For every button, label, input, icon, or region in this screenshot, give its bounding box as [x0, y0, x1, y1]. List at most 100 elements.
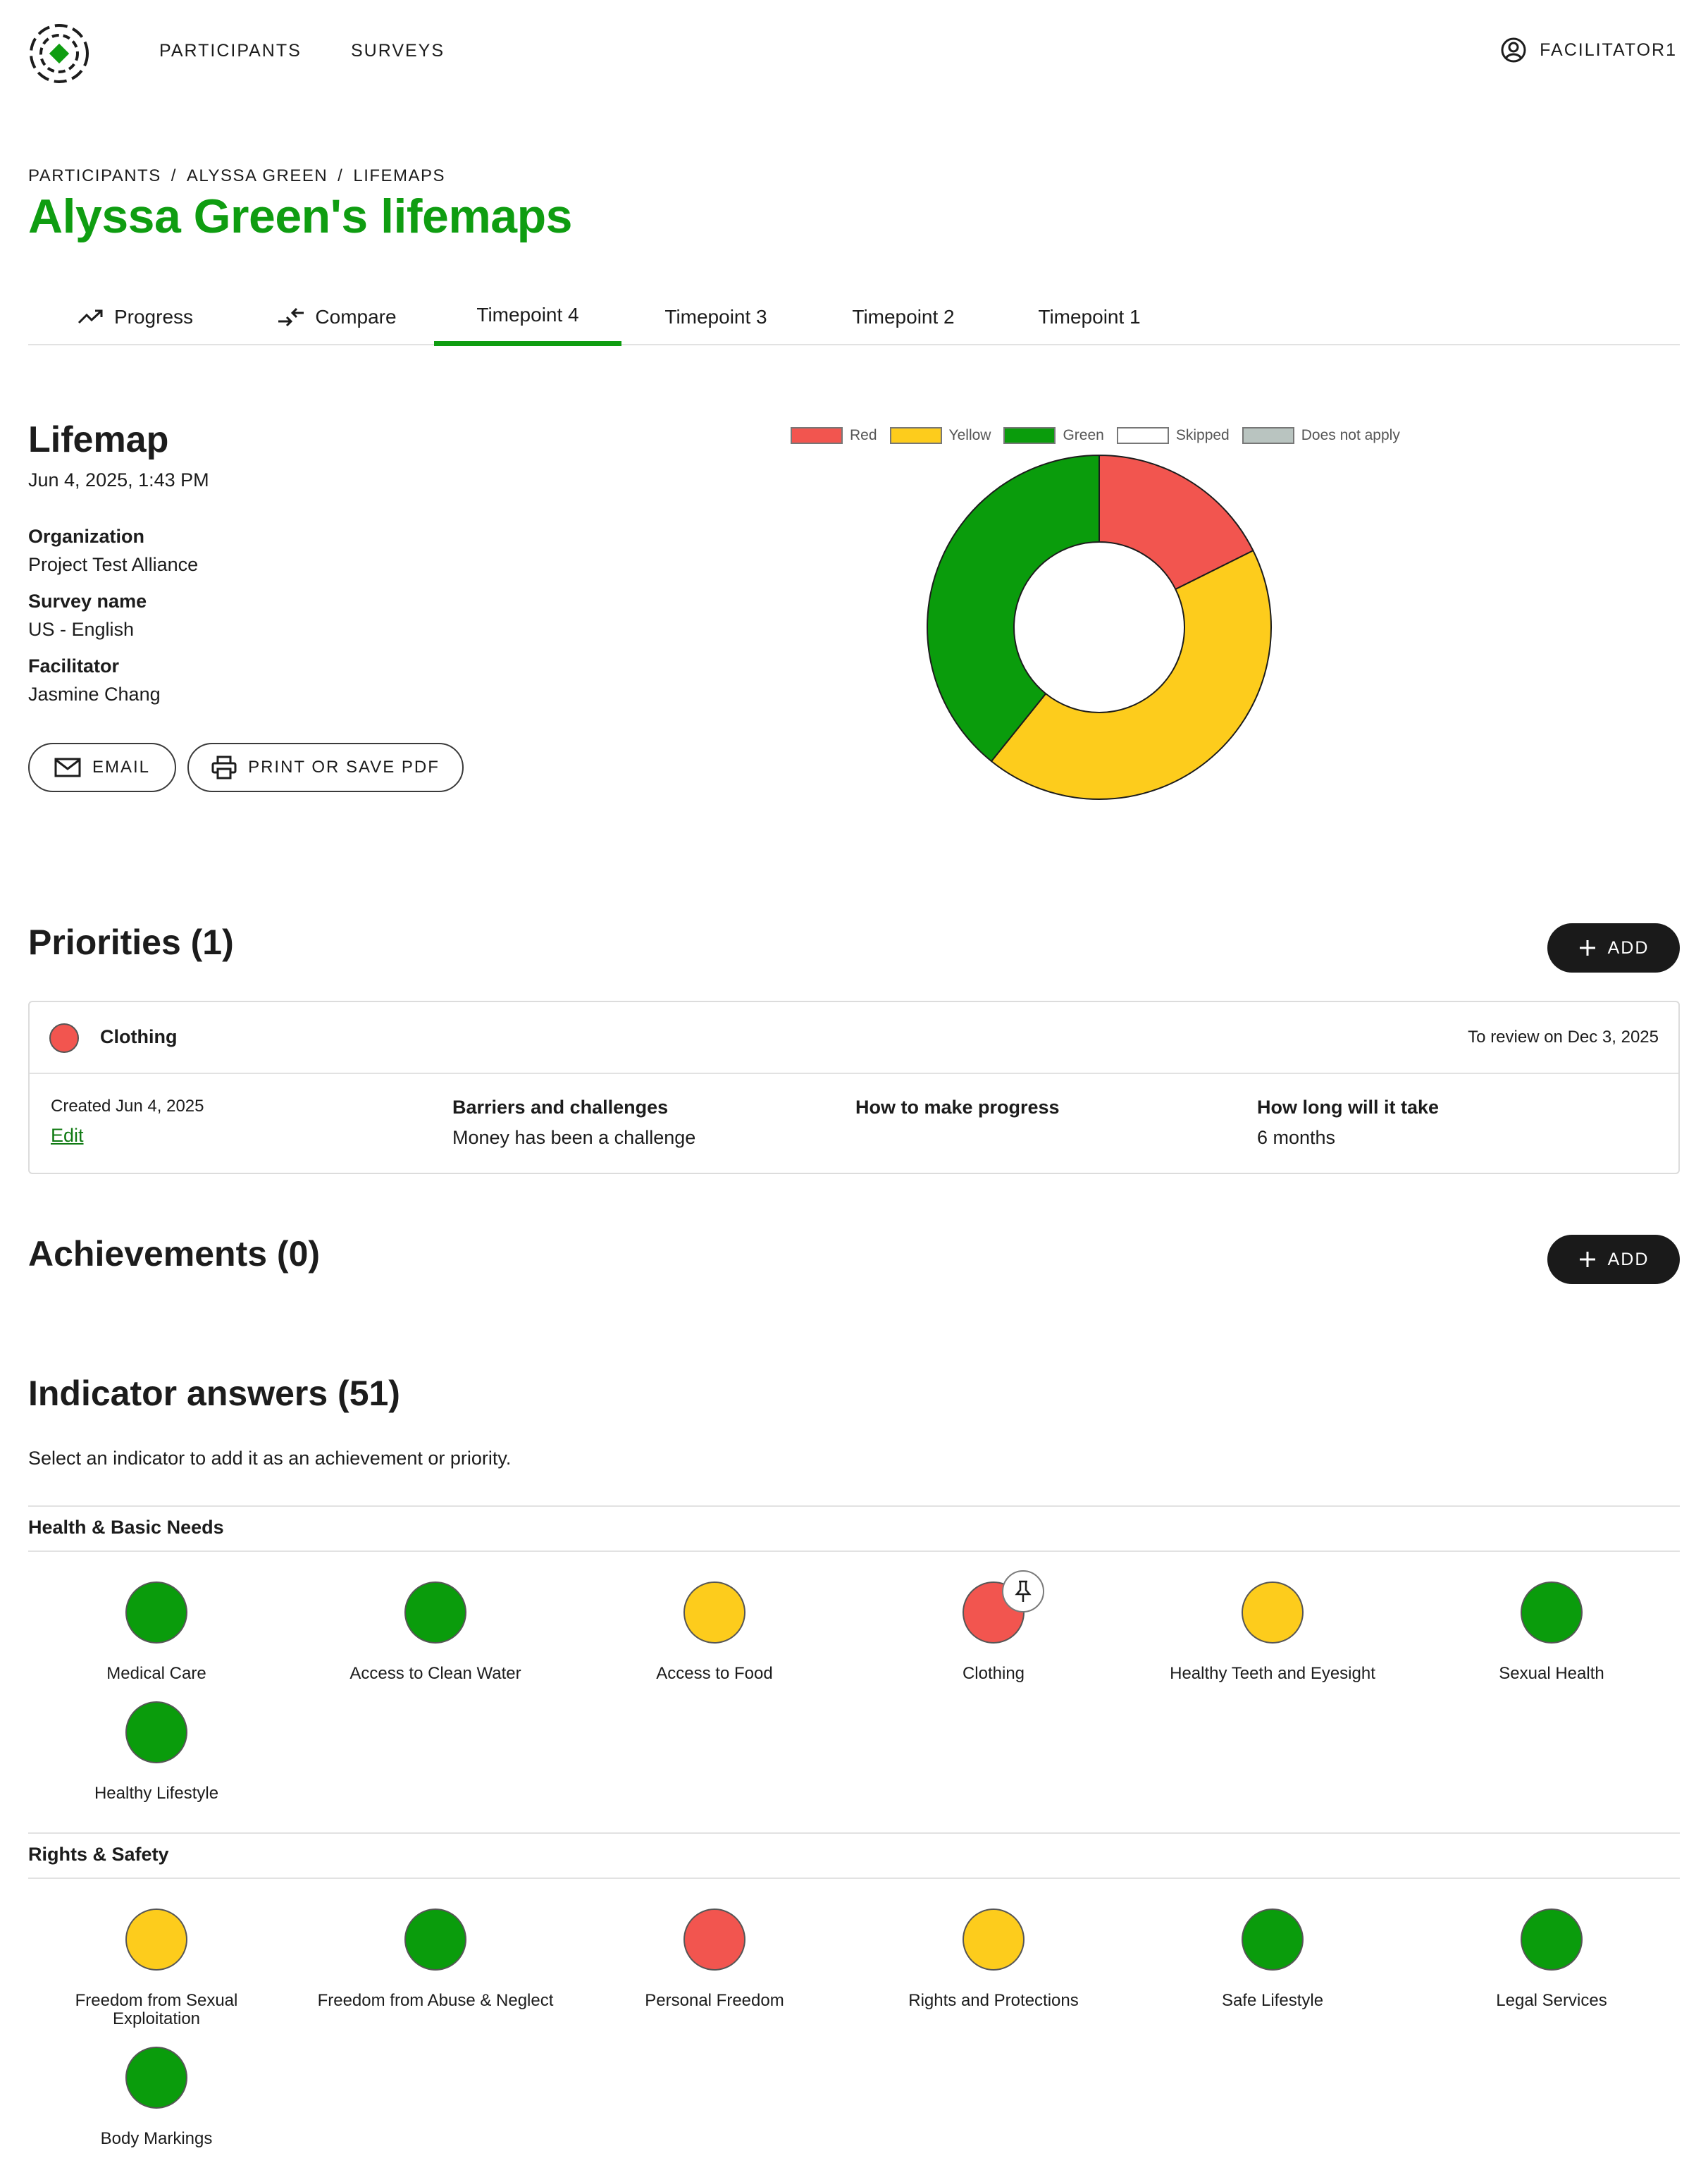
indicator-healthy-teeth-and-eyesight[interactable]: Healthy Teeth and Eyesight	[1133, 1581, 1412, 1683]
tab-timepoint-1[interactable]: Timepoint 1	[1019, 289, 1160, 345]
indicator-clothing[interactable]: Clothing	[854, 1570, 1133, 1683]
add-achievement-label: ADD	[1607, 1249, 1650, 1269]
indicator-healthy-lifestyle[interactable]: Healthy Lifestyle	[17, 1701, 296, 1803]
priority-name: Clothing	[100, 1026, 178, 1047]
email-button[interactable]: EMAIL	[28, 743, 176, 792]
print-pdf-button[interactable]: PRINT OR SAVE PDF	[187, 743, 464, 792]
facilitator-label: Facilitator	[28, 655, 120, 677]
breadcrumb-participants[interactable]: PARTICIPANTS	[28, 166, 161, 185]
legend-label-skipped: Skipped	[1175, 427, 1230, 443]
indicator-safe-lifestyle[interactable]: Safe Lifestyle	[1133, 1909, 1412, 2010]
page-title: Alyssa Green's lifemaps	[28, 190, 572, 243]
priority-header: Clothing To review on Dec 3, 2025	[30, 1002, 1678, 1074]
group-divider	[28, 1505, 1680, 1507]
indicator-legal-services[interactable]: Legal Services	[1412, 1909, 1691, 2010]
indicator-status-circle	[683, 1581, 745, 1644]
indicators-heading: Indicator answers (51)	[28, 1374, 400, 1413]
indicator-rights-and-protections[interactable]: Rights and Protections	[854, 1909, 1133, 2010]
indicator-status-circle	[125, 1581, 187, 1644]
indicator-personal-freedom[interactable]: Personal Freedom	[575, 1909, 854, 2010]
indicator-status-circle	[963, 1570, 1044, 1644]
breadcrumb: PARTICIPANTS / ALYSSA GREEN / LIFEMAPS	[28, 166, 445, 186]
indicator-status-circle	[404, 1581, 466, 1644]
nav-surveys[interactable]: SURVEYS	[351, 41, 445, 61]
logo-icon[interactable]	[28, 23, 90, 85]
legend-swatch-skipped	[1116, 427, 1169, 444]
indicator-access-to-clean-water[interactable]: Access to Clean Water	[296, 1581, 575, 1683]
breadcrumb-separator: /	[338, 166, 344, 185]
tab-timepoint-2-label: Timepoint 2	[852, 306, 955, 328]
nav-participants[interactable]: PARTICIPANTS	[159, 41, 302, 61]
indicator-name: Clothing	[962, 1664, 1025, 1683]
indicator-name: Rights and Protections	[908, 1991, 1079, 2010]
organization-label: Organization	[28, 526, 145, 547]
group-divider	[28, 1832, 1680, 1834]
priority-barriers-col: Barriers and challenges Money has been a…	[452, 1097, 695, 1149]
legend-label-does-not-apply: Does not apply	[1301, 427, 1400, 443]
tab-timepoint-3[interactable]: Timepoint 3	[645, 289, 786, 345]
indicator-status-circle	[683, 1909, 745, 1971]
group-divider	[28, 1878, 1680, 1879]
donut-slice-green	[927, 454, 1100, 763]
plus-icon	[1579, 1252, 1595, 1267]
indicator-name: Safe Lifestyle	[1221, 1991, 1324, 2010]
legend-item-green: Green	[1003, 427, 1104, 444]
tab-timepoint-4-label: Timepoint 4	[476, 304, 579, 326]
indicator-sexual-health[interactable]: Sexual Health	[1412, 1581, 1691, 1683]
barriers-label: Barriers and challenges	[452, 1097, 669, 1118]
breadcrumb-lifemaps: LIFEMAPS	[353, 166, 446, 185]
indicator-name: Personal Freedom	[645, 1991, 784, 2010]
legend-item-skipped: Skipped	[1116, 427, 1230, 444]
mail-icon	[54, 758, 81, 777]
priority-card[interactable]: Clothing To review on Dec 3, 2025 Create…	[28, 1001, 1680, 1174]
legend-swatch-does-not-apply	[1242, 427, 1294, 444]
priority-created: Created Jun 4, 2025	[51, 1097, 204, 1116]
indicator-freedom-from-sexual-exploitation[interactable]: Freedom from Sexual Exploitation	[17, 1909, 296, 2028]
legend-item-yellow: Yellow	[889, 427, 991, 444]
user-menu[interactable]: FACILITATOR1	[1500, 37, 1677, 63]
breadcrumb-participant[interactable]: ALYSSA GREEN	[186, 166, 328, 185]
add-achievement-button[interactable]: ADD	[1547, 1235, 1680, 1284]
indicator-name: Access to Clean Water	[349, 1664, 521, 1683]
indicator-name: Healthy Lifestyle	[94, 1784, 219, 1803]
indicator-name: Sexual Health	[1499, 1664, 1604, 1683]
indicators-subtext: Select an indicator to add it as an achi…	[28, 1448, 512, 1469]
indicator-name: Healthy Teeth and Eyesight	[1170, 1664, 1375, 1683]
donut-slice-yellow	[990, 549, 1272, 800]
indicator-name: Access to Food	[656, 1664, 773, 1683]
group-label-rights: Rights & Safety	[28, 1844, 169, 1865]
progress-label: How to make progress	[855, 1097, 1060, 1118]
achievements-heading: Achievements (0)	[28, 1234, 321, 1274]
survey-name-label: Survey name	[28, 591, 147, 612]
indicator-status-circle	[125, 1701, 187, 1763]
indicator-status-circle	[1521, 1581, 1583, 1644]
tab-compare[interactable]: Compare	[266, 289, 407, 345]
tab-timepoint-1-label: Timepoint 1	[1038, 306, 1141, 328]
lifemap-date: Jun 4, 2025, 1:43 PM	[28, 469, 209, 491]
indicator-body-markings[interactable]: Body Markings	[17, 2047, 296, 2148]
priority-progress-col: How to make progress	[855, 1097, 1060, 1127]
plus-icon	[1579, 940, 1595, 956]
indicator-status-circle	[963, 1909, 1025, 1971]
priority-review-date: To review on Dec 3, 2025	[1468, 1028, 1659, 1047]
email-button-label: EMAIL	[92, 758, 151, 777]
priority-edit-link[interactable]: Edit	[51, 1125, 84, 1146]
indicator-status-circle	[125, 1909, 187, 1971]
pin-icon[interactable]	[1002, 1570, 1044, 1613]
indicator-medical-care[interactable]: Medical Care	[17, 1581, 296, 1683]
legend-label-yellow: Yellow	[948, 427, 991, 443]
indicator-status-circle	[1521, 1909, 1583, 1971]
printer-icon	[211, 756, 237, 779]
tab-timepoint-4[interactable]: Timepoint 4	[434, 289, 621, 346]
tab-timepoint-2[interactable]: Timepoint 2	[833, 289, 974, 345]
tab-progress[interactable]: Progress	[65, 289, 206, 345]
duration-value: 6 months	[1257, 1127, 1336, 1148]
add-priority-button[interactable]: ADD	[1547, 923, 1680, 973]
tab-bar: Progress Compare Timepoint 4 Timepoint 3…	[28, 289, 1680, 346]
group-divider	[28, 1550, 1680, 1552]
indicator-access-to-food[interactable]: Access to Food	[575, 1581, 854, 1683]
indicator-freedom-from-abuse-neglect[interactable]: Freedom from Abuse & Neglect	[296, 1909, 575, 2010]
group-label-health: Health & Basic Needs	[28, 1517, 224, 1538]
indicator-status-circle	[125, 2047, 187, 2109]
barriers-value: Money has been a challenge	[452, 1127, 696, 1148]
